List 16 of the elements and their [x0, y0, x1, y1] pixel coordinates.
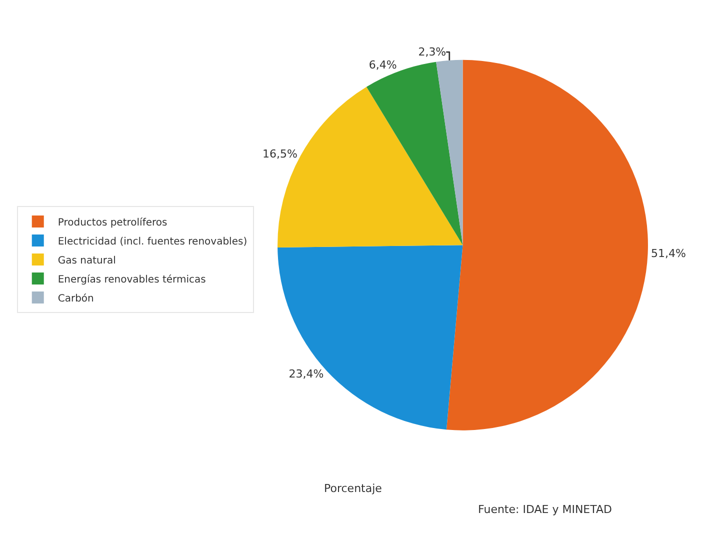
pie-slice — [278, 245, 463, 430]
legend-label: Energías renovables térmicas — [58, 274, 206, 286]
legend-label: Electricidad (incl. fuentes renovables) — [58, 236, 248, 248]
text: Porcentaje — [324, 482, 382, 495]
pie-slice — [436, 60, 463, 246]
pie-slice — [446, 60, 648, 430]
data-label: 23,4% — [288, 368, 324, 381]
legend-label: Productos petrolíferos — [58, 217, 168, 228]
legend-label: Gas natural — [58, 255, 116, 266]
data-label: 2,3% — [418, 46, 446, 59]
data-label: 51,4% — [651, 246, 686, 260]
data-label: 16,5% — [262, 147, 298, 160]
data-label: 6,4% — [368, 58, 397, 72]
legend-label: Carbón — [58, 293, 94, 304]
source-note: Fuente: IDAE y MINETAD — [478, 503, 612, 516]
pie-slice — [366, 62, 463, 246]
